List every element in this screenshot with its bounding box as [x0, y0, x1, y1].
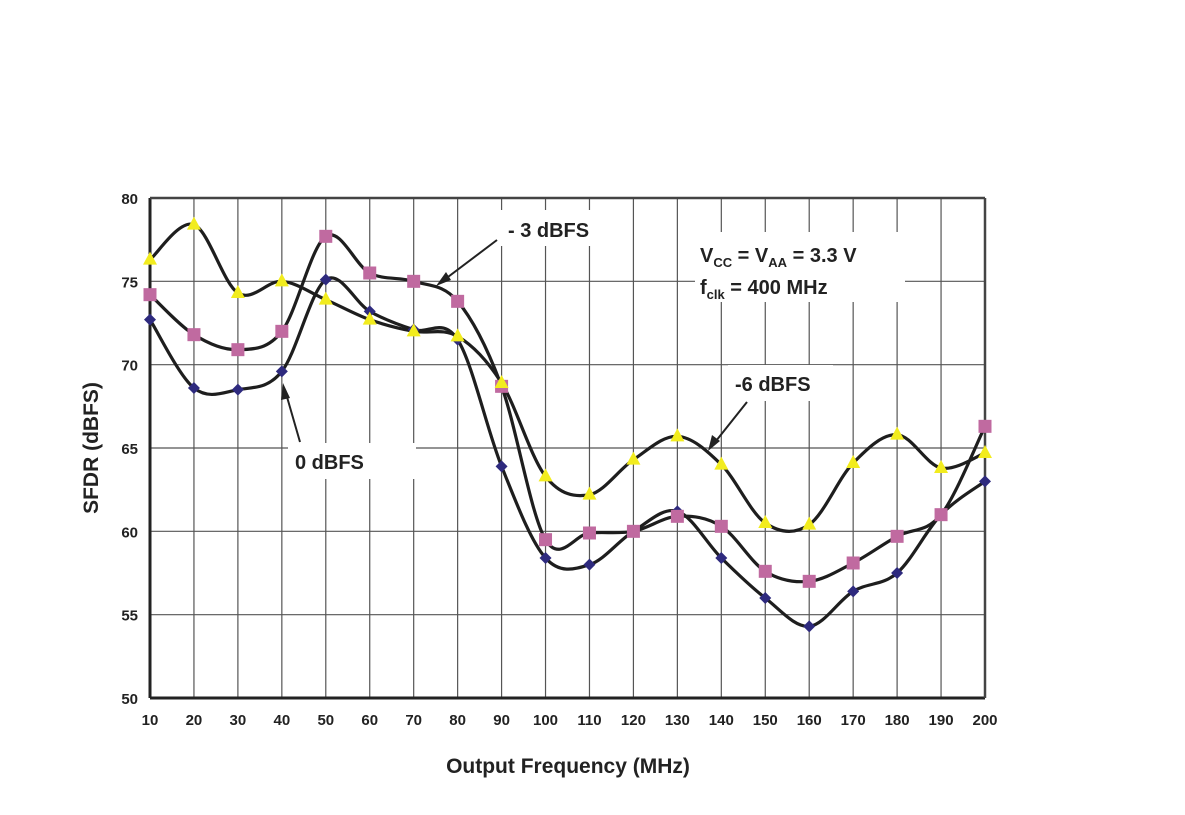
- data-point-triangle: [450, 328, 465, 342]
- data-point-triangle: [143, 251, 157, 265]
- data-point-diamond: [495, 460, 508, 473]
- data-point-triangle: [230, 285, 245, 298]
- label-vcc: VCC = VAA = 3.3 V: [700, 245, 857, 270]
- data-point-triangle: [494, 375, 509, 388]
- data-point-triangle: [582, 486, 597, 500]
- label-minus6-dbfs: -6 dBFS: [735, 374, 811, 396]
- data-point-triangle: [626, 451, 641, 465]
- x-tick-label: 140: [709, 712, 734, 729]
- data-point-triangle: [538, 468, 553, 482]
- series-line-0: [148, 276, 986, 628]
- data-point-diamond: [979, 475, 991, 488]
- data-point-triangle: [758, 515, 773, 528]
- data-point-square: [626, 524, 640, 538]
- label-0-dbfs: 0 dBFS: [295, 452, 364, 474]
- x-tick-label: 150: [753, 712, 778, 729]
- data-point-square: [978, 419, 992, 433]
- data-point-square: [231, 343, 245, 357]
- data-point-square: [451, 294, 465, 308]
- data-point-triangle: [934, 460, 949, 473]
- x-tick-label: 20: [186, 712, 203, 729]
- x-tick-label: 200: [972, 712, 997, 729]
- data-point-triangle: [714, 456, 729, 470]
- data-point-square: [582, 526, 596, 540]
- x-tick-label: 10: [142, 712, 159, 729]
- data-point-square: [670, 509, 684, 523]
- x-tick-label: 50: [317, 712, 334, 729]
- data-point-triangle: [670, 428, 685, 442]
- y-tick-label: 65: [121, 441, 138, 458]
- series-markers: [143, 216, 992, 633]
- x-tick-label: 170: [841, 712, 866, 729]
- data-point-square: [319, 229, 333, 243]
- tick-labels: 10 20 30 40 50 60 70 80 90 100 110 120 130 140 150 160 1…: [121, 191, 997, 729]
- data-point-triangle: [186, 216, 201, 230]
- data-point-square: [758, 564, 772, 578]
- data-point-diamond: [275, 365, 288, 378]
- x-tick-label: 60: [361, 712, 378, 729]
- data-point-triangle: [274, 273, 289, 287]
- x-tick-label: 40: [273, 712, 290, 729]
- data-point-square: [143, 288, 157, 302]
- data-point-square: [890, 529, 904, 543]
- data-point-square: [187, 328, 201, 342]
- y-tick-label: 75: [121, 274, 138, 291]
- data-point-diamond: [319, 273, 332, 286]
- y-tick-label: 80: [121, 191, 138, 208]
- x-tick-label: 160: [797, 712, 822, 729]
- data-point-diamond: [363, 305, 376, 318]
- y-tick-label: 50: [121, 691, 138, 708]
- data-point-diamond: [539, 552, 552, 564]
- x-tick-label: 180: [885, 712, 910, 729]
- arrow-minus6: [711, 401, 748, 447]
- x-tick-label: 90: [493, 712, 510, 729]
- x-tick-label: 130: [665, 712, 690, 729]
- data-point-square: [363, 266, 377, 280]
- data-point-triangle: [978, 445, 992, 458]
- data-point-square: [802, 574, 816, 588]
- data-point-diamond: [583, 558, 596, 571]
- x-tick-label: 30: [230, 712, 247, 729]
- x-tick-label: 70: [405, 712, 422, 729]
- y-tick-label: 55: [121, 608, 138, 625]
- arrow-minus3: [439, 239, 498, 284]
- label-minus3-dbfs: - 3 dBFS: [508, 220, 589, 242]
- data-point-triangle: [362, 311, 377, 325]
- data-point-square: [846, 556, 860, 570]
- data-point-square: [407, 274, 421, 288]
- arrow-0: [284, 389, 301, 443]
- x-tick-label: 190: [929, 712, 954, 729]
- y-tick-label: 70: [121, 358, 138, 375]
- data-point-diamond: [144, 313, 156, 326]
- y-axis-label: SFDR (dBFS): [80, 382, 103, 514]
- data-point-square: [539, 533, 553, 547]
- data-point-diamond: [803, 620, 816, 633]
- data-point-square: [934, 508, 948, 522]
- x-axis-label: Output Frequency (MHz): [446, 755, 690, 778]
- x-tick-label: 80: [449, 712, 466, 729]
- data-point-diamond: [231, 383, 244, 396]
- x-tick-label: 110: [577, 712, 601, 729]
- data-point-diamond: [187, 382, 200, 394]
- data-point-diamond: [715, 552, 728, 564]
- data-point-square: [714, 519, 728, 533]
- x-tick-label: 100: [533, 712, 558, 729]
- data-point-triangle: [318, 291, 333, 305]
- data-point-triangle: [846, 455, 861, 468]
- y-tick-label: 60: [121, 524, 138, 541]
- data-point-triangle: [802, 516, 817, 530]
- x-tick-label: 120: [621, 712, 646, 729]
- data-point-diamond: [891, 567, 904, 579]
- label-fclk: fclk = 400 MHz: [700, 277, 828, 302]
- data-point-square: [275, 324, 289, 338]
- data-point-diamond: [759, 592, 772, 604]
- data-point-triangle: [406, 323, 421, 337]
- data-point-triangle: [890, 426, 905, 440]
- data-point-diamond: [847, 585, 860, 598]
